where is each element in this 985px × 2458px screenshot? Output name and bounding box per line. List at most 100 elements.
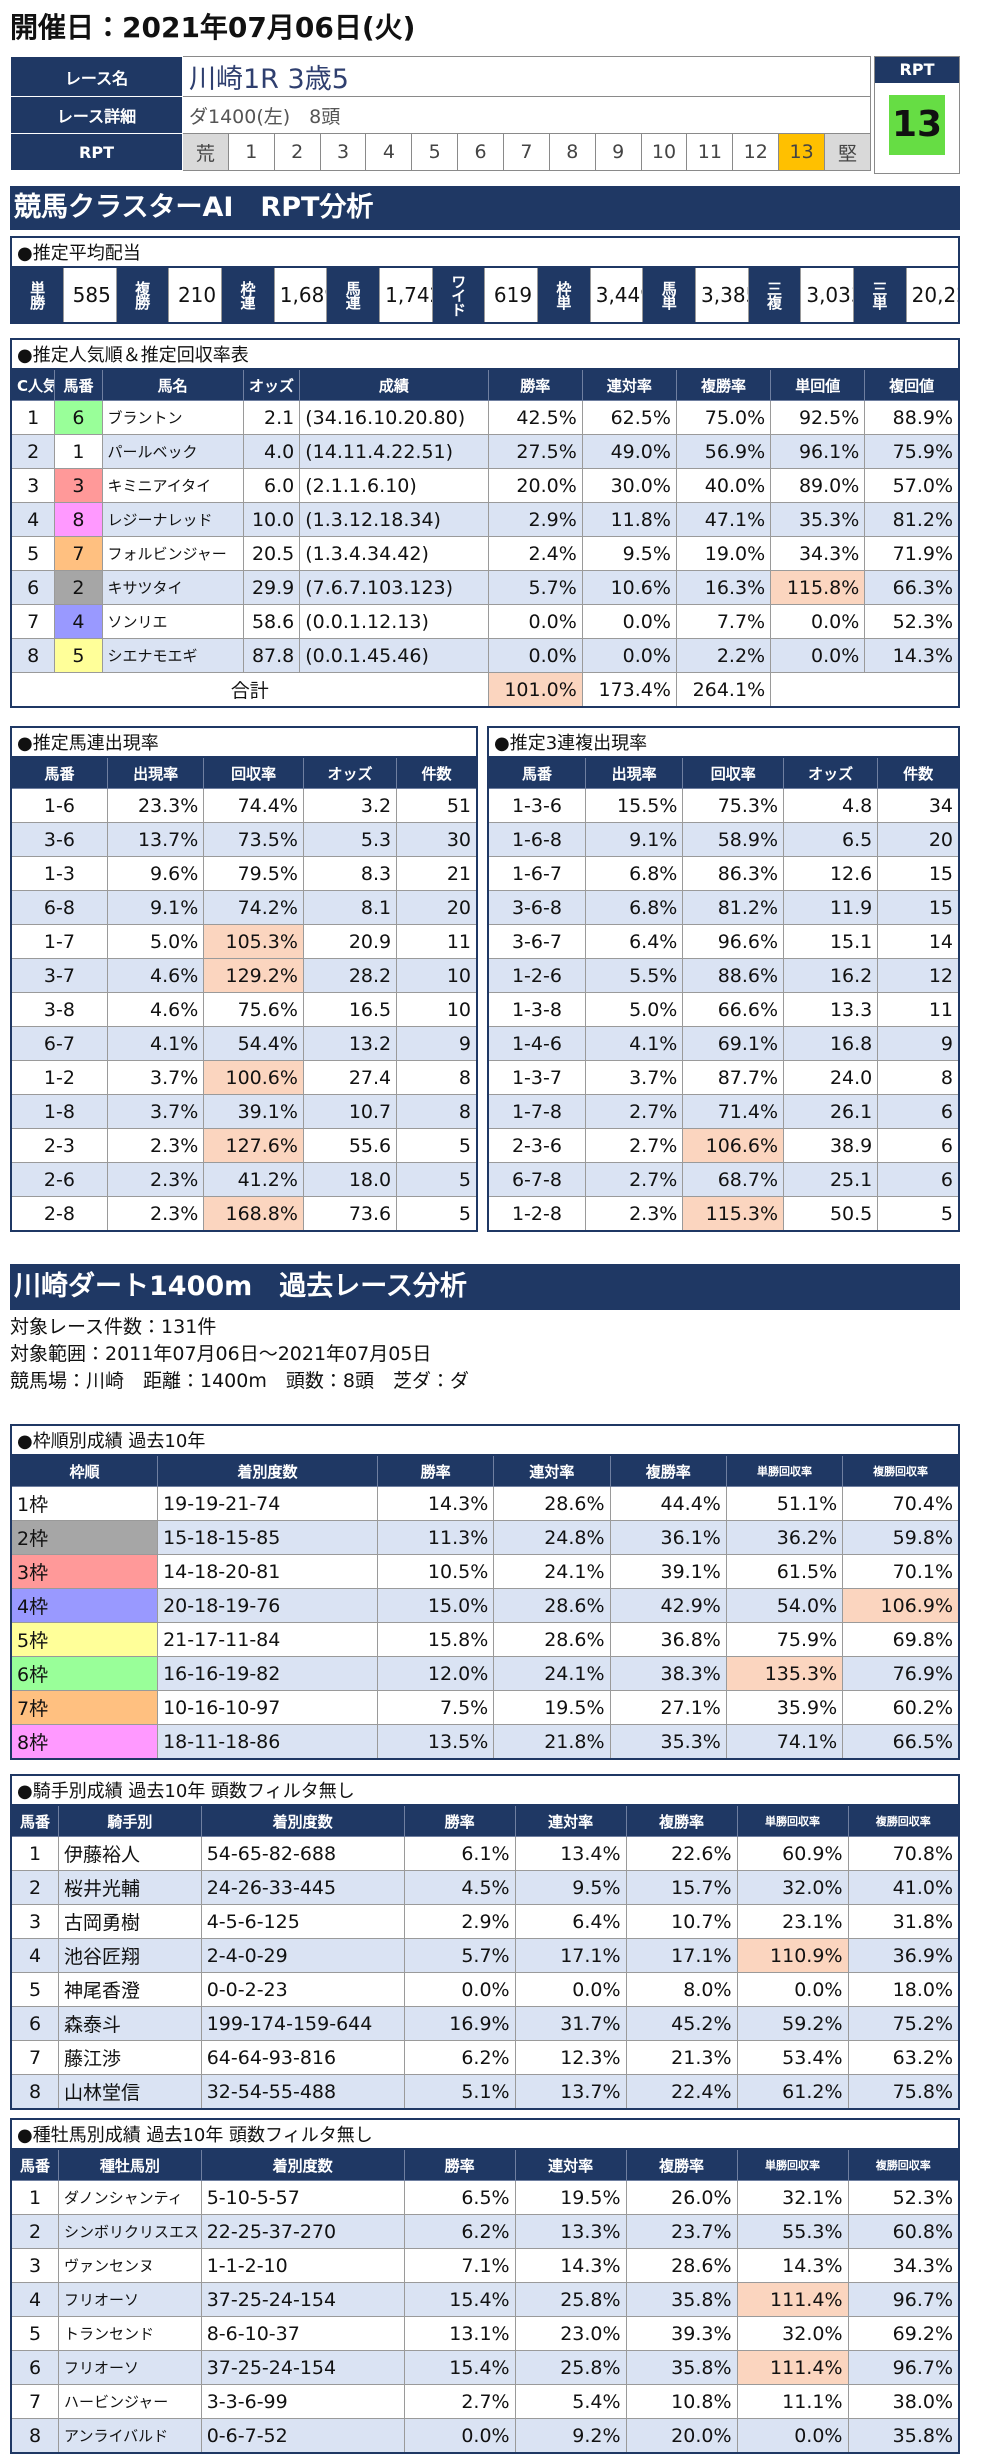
- table-cell: 76.9%: [842, 1656, 960, 1691]
- table-cell: 3-6-7: [487, 924, 586, 959]
- table-cell: 1-4-6: [487, 1026, 586, 1061]
- column-header: 馬番: [10, 2148, 60, 2181]
- table-cell: 15.5%: [584, 788, 684, 823]
- table-cell: 11: [396, 924, 478, 959]
- table-cell: 8.0%: [625, 1972, 738, 2007]
- table-cell: 15.4%: [403, 2282, 516, 2317]
- table-cell: 4: [10, 2282, 60, 2317]
- table-cell: 1: [10, 1836, 60, 1871]
- table-cell: 8: [10, 2074, 60, 2110]
- table-cell: 1-2-6: [487, 958, 586, 993]
- table-cell: 73.5%: [203, 822, 304, 857]
- table-cell: シンボリクリスエス: [58, 2214, 202, 2249]
- payout-value: 1,742: [379, 266, 433, 324]
- table-cell: 山林堂信: [58, 2074, 202, 2110]
- table-cell: 1-3-6: [487, 788, 586, 823]
- table-cell: 10: [396, 992, 478, 1027]
- table-cell: 10: [396, 958, 478, 993]
- table-row: 2 シンボリクリスエス 22-25-37-270 6.2% 13.3% 23.7% 55.3…: [10, 2214, 960, 2249]
- table-cell: 12.3%: [514, 2040, 627, 2075]
- table-cell: 6: [10, 2350, 60, 2385]
- rpt-scale-cell: 12: [732, 133, 780, 171]
- column-header: 馬番: [54, 368, 103, 401]
- table-cell: 21.8%: [493, 1724, 611, 1760]
- table-cell: 23.7%: [625, 2214, 738, 2249]
- table-row: 5 トランセンド 8-6-10-37 13.1% 23.0% 39.3% 32.0% 69.2…: [10, 2316, 960, 2351]
- table-cell: 35.8%: [625, 2282, 738, 2317]
- rpt-scale-cell: 11: [686, 133, 734, 171]
- table-cell: 7.5%: [376, 1690, 495, 1725]
- table-cell: 41.0%: [847, 1870, 960, 1905]
- table-cell: 34: [877, 788, 960, 823]
- table-cell: 5-10-5-57: [200, 2180, 405, 2215]
- payout-label: 馬連: [326, 266, 381, 324]
- table-row: 4枠 20-18-19-76 15.0% 28.6% 42.9% 54.0% 106.9%: [10, 1588, 960, 1623]
- rpt-scale-cell: 10: [640, 133, 688, 171]
- table-cell: 32.0%: [736, 2316, 849, 2351]
- table-row: 6-8 9.1% 74.2% 8.1 20: [10, 890, 478, 925]
- table-cell: パールベック: [101, 434, 244, 469]
- table-cell: 7枠: [10, 1690, 159, 1725]
- table-cell: 0.0%: [403, 1972, 516, 2007]
- table-cell: ソンリエ: [101, 604, 244, 639]
- table-cell: 1: [54, 434, 103, 469]
- table-cell: 26.1: [783, 1094, 879, 1129]
- table-cell: 5.5%: [584, 958, 684, 993]
- column-header: 連対率: [514, 2148, 627, 2181]
- table-cell: 2.3%: [106, 1196, 205, 1232]
- table-cell: 57.0%: [864, 468, 960, 503]
- table-cell: 8: [396, 1060, 478, 1095]
- column-header: 複勝回収率: [847, 1804, 960, 1837]
- table-cell: 32.1%: [736, 2180, 849, 2215]
- title-row: ●推定3連複出現率: [487, 726, 960, 758]
- table-title: ●推定3連複出現率: [487, 726, 960, 758]
- table-cell: 2.9%: [403, 1904, 516, 1939]
- table-cell: 69.1%: [682, 1026, 785, 1061]
- table-cell: アンライバルド: [58, 2418, 202, 2454]
- column-header: 着別度数: [157, 1454, 378, 1487]
- table-cell: 74.4%: [203, 788, 304, 823]
- payout-value: 210: [168, 266, 223, 324]
- table-row: 6-7-8 2.7% 68.7% 25.1 6: [487, 1162, 960, 1197]
- table-title: ●推定馬連出現率: [10, 726, 478, 758]
- table-cell: 60.2%: [842, 1690, 960, 1725]
- table-cell: 100.6%: [203, 1060, 304, 1095]
- table-cell: 0.0%: [581, 638, 677, 673]
- table-title: ●騎手別成績 過去10年 頭数フィルタ無し: [10, 1774, 960, 1806]
- table-row: 3枠 14-18-20-81 10.5% 24.1% 39.1% 61.5% 70.1%: [10, 1554, 960, 1589]
- table-cell: 13.7%: [106, 822, 205, 857]
- table-cell: 16.8: [783, 1026, 879, 1061]
- race-date: 開催日：2021年07月06日(火): [10, 11, 416, 44]
- rpt-scale-cell: 5: [411, 133, 459, 171]
- table-cell: 24.0: [783, 1060, 879, 1095]
- table-cell: 25.8%: [514, 2282, 627, 2317]
- table-row: 1-2-8 2.3% 115.3% 50.5 5: [487, 1196, 960, 1232]
- table-cell: 36.2%: [725, 1520, 844, 1555]
- table-cell: 6.1%: [403, 1836, 516, 1871]
- table-row: 2-3-6 2.7% 106.6% 38.9 6: [487, 1128, 960, 1163]
- table-cell: 2: [10, 2214, 60, 2249]
- table-cell: 3.7%: [106, 1094, 205, 1129]
- column-header: 騎手別: [58, 1804, 202, 1837]
- table-cell: 8-6-10-37: [200, 2316, 405, 2351]
- table-cell: 9.6%: [106, 856, 205, 891]
- table-cell: 24.8%: [493, 1520, 611, 1555]
- table-cell: 168.8%: [203, 1196, 304, 1232]
- total-label: 合計: [10, 672, 489, 708]
- table-cell: (34.16.10.20.80): [299, 400, 489, 435]
- table-cell: 10.7%: [625, 1904, 738, 1939]
- table-row: 8 アンライバルド 0-6-7-52 0.0% 9.2% 20.0% 0.0% 35.8%: [10, 2418, 960, 2454]
- table-cell: フォルビンジャー: [101, 536, 244, 571]
- table-cell: 4枠: [10, 1588, 159, 1623]
- column-header: 勝率: [403, 1804, 516, 1837]
- table-cell: 1: [10, 400, 56, 435]
- table-cell: 森泰斗: [58, 2006, 202, 2041]
- table-cell: 13.1%: [403, 2316, 516, 2351]
- table-cell: 2.3%: [584, 1196, 684, 1232]
- table-cell: 9: [877, 1026, 960, 1061]
- table-cell: 38.9: [783, 1128, 879, 1163]
- table-cell: 70.8%: [847, 1836, 960, 1871]
- title-row: ●種牡馬別成績 過去10年 頭数フィルタ無し: [10, 2118, 960, 2150]
